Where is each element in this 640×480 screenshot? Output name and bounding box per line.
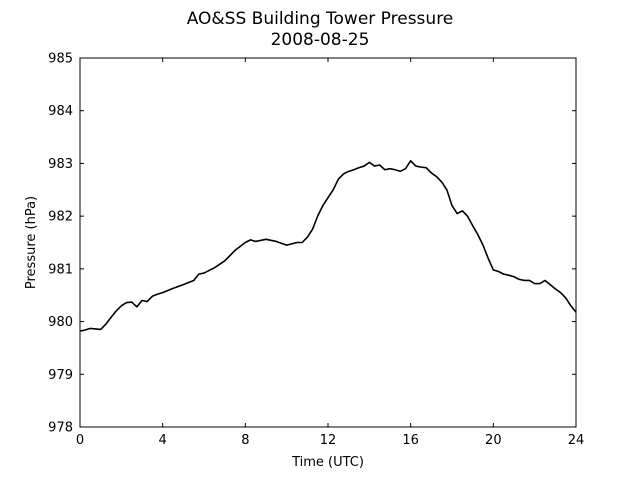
plot-frame (79, 57, 577, 428)
y-axis-label: Pressure (hPa) (24, 196, 39, 289)
x-tick-label: 4 (159, 433, 167, 448)
series-layer (79, 159, 577, 332)
x-tick-label: 8 (241, 433, 249, 448)
x-axis: 0 4 8 12 16 20 24 (76, 58, 584, 448)
y-tick-label: 980 (48, 315, 73, 330)
x-tick-label: 24 (568, 433, 585, 448)
x-axis-label: Time (UTC) (291, 455, 364, 470)
x-tick-label: 20 (485, 433, 502, 448)
y-tick-label: 979 (48, 368, 73, 383)
y-tick-label: 984 (48, 104, 73, 119)
y-tick-label: 978 (48, 421, 73, 436)
y-axis: 978 979 980 981 982 983 984 985 (48, 52, 576, 436)
y-tick-label: 981 (48, 262, 73, 277)
pressure-series-line (79, 159, 577, 332)
x-tick-label: 0 (76, 433, 84, 448)
x-tick-label: 12 (320, 433, 337, 448)
y-tick-label: 982 (48, 210, 73, 225)
y-tick-label: 985 (48, 52, 73, 67)
chart-subtitle: 2008-08-25 (271, 30, 370, 50)
x-tick-label: 16 (402, 433, 419, 448)
chart-title: AO&SS Building Tower Pressure (187, 9, 454, 29)
y-tick-label: 983 (48, 157, 73, 172)
